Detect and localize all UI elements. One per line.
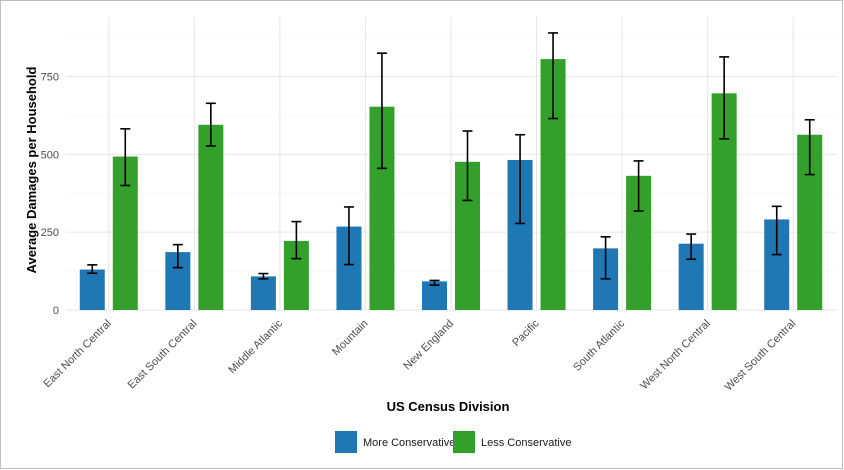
y-tick-label: 500 bbox=[41, 149, 59, 161]
legend-label-less-conservative: Less Conservative bbox=[481, 437, 572, 449]
error-bar-less-conservative-south-atlantic bbox=[633, 160, 644, 212]
legend-swatch-more-conservative bbox=[335, 431, 357, 453]
x-tick-label-mountain: Mountain bbox=[330, 318, 370, 358]
bars bbox=[79, 59, 823, 311]
error-bar-more-conservative-middle-atlantic bbox=[258, 272, 269, 280]
bar-less-conservative-east-south-central bbox=[198, 124, 224, 311]
x-tick-label-east-north-central: East North Central bbox=[41, 318, 113, 390]
x-tick-label-west-north-central: West North Central bbox=[638, 318, 712, 392]
gridlines bbox=[66, 17, 836, 311]
x-tick-label-west-south-central: West South Central bbox=[723, 318, 799, 394]
bar-more-conservative-new-england bbox=[422, 281, 447, 310]
error-bar-more-conservative-pacific bbox=[515, 133, 526, 225]
error-bar-less-conservative-mountain bbox=[376, 52, 387, 170]
error-bar-less-conservative-west-north-central bbox=[719, 56, 730, 140]
x-tick-label-south-atlantic: South Atlantic bbox=[571, 317, 627, 373]
y-axis-ticks: 0 250 500 750 bbox=[41, 72, 59, 317]
error-bar-less-conservative-pacific bbox=[548, 32, 559, 120]
x-tick-label-east-south-central: East South Central bbox=[126, 318, 200, 392]
error-bar-less-conservative-new-england bbox=[462, 130, 473, 202]
error-bar-more-conservative-east-north-central bbox=[87, 264, 98, 275]
y-tick-label: 250 bbox=[41, 227, 59, 239]
error-bars bbox=[87, 32, 815, 286]
error-bar-more-conservative-new-england bbox=[429, 279, 440, 286]
error-bar-more-conservative-south-atlantic bbox=[600, 236, 611, 280]
error-bar-more-conservative-mountain bbox=[343, 206, 354, 266]
error-bar-more-conservative-west-south-central bbox=[771, 205, 782, 256]
x-tick-label-new-england: New England bbox=[401, 318, 456, 373]
error-bar-less-conservative-east-south-central bbox=[205, 102, 216, 147]
error-bar-less-conservative-middle-atlantic bbox=[291, 220, 302, 260]
error-bar-less-conservative-west-south-central bbox=[804, 118, 815, 176]
y-tick-label: 0 bbox=[53, 305, 59, 317]
legend: More Conservative Less Conservative bbox=[335, 431, 572, 453]
legend-swatch-less-conservative bbox=[453, 431, 475, 453]
error-bar-more-conservative-west-north-central bbox=[686, 233, 697, 261]
bar-more-conservative-middle-atlantic bbox=[250, 276, 276, 310]
legend-label-more-conservative: More Conservative bbox=[363, 437, 455, 449]
x-axis-title: US Census Division bbox=[387, 399, 510, 414]
x-tick-label-pacific: Pacific bbox=[510, 317, 542, 349]
bar-more-conservative-east-north-central bbox=[79, 269, 105, 310]
error-bar-more-conservative-east-south-central bbox=[172, 243, 183, 269]
x-axis-ticks: East North Central East South Central Midd… bbox=[41, 317, 798, 393]
error-bar-less-conservative-east-north-central bbox=[120, 128, 131, 187]
y-axis-title: Average Damages per Household bbox=[24, 67, 39, 274]
x-tick-label-middle-atlantic: Middle Atlantic bbox=[226, 317, 285, 376]
y-tick-label: 750 bbox=[41, 72, 59, 84]
